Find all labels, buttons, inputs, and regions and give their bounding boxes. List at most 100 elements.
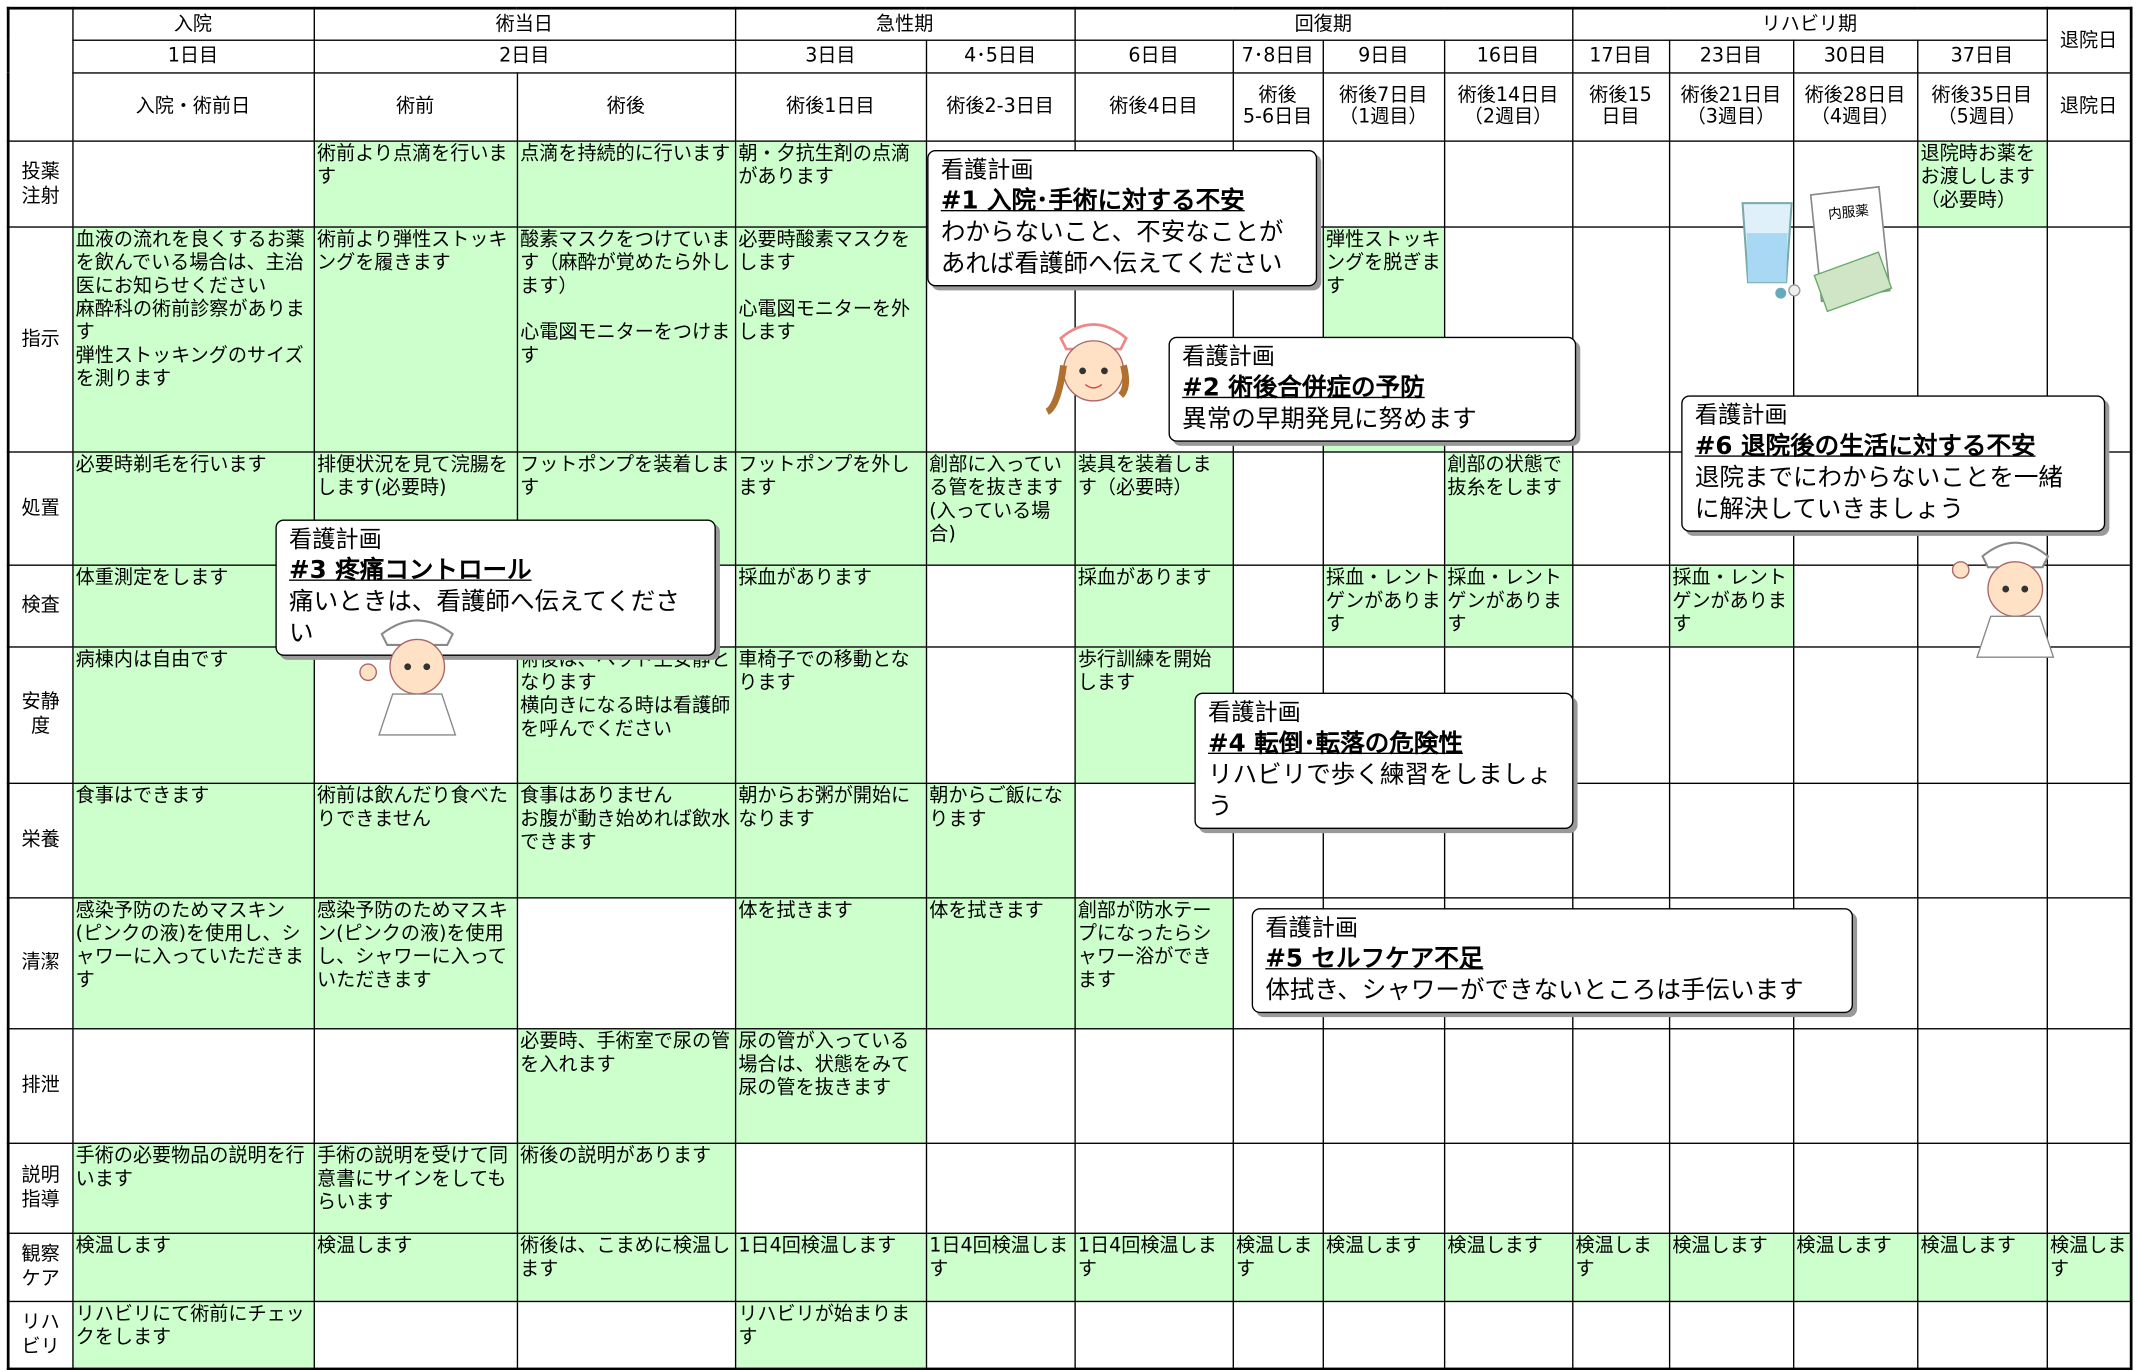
- callout-heading: #2 術後合併症の予防: [1182, 373, 1425, 403]
- cap: [380, 619, 454, 646]
- care-cell: [1571, 781, 1670, 898]
- phase-header: 入院: [71, 7, 315, 41]
- care-cell: [1668, 1027, 1794, 1144]
- care-cell: 車椅子での移動となります: [734, 645, 927, 784]
- face: [389, 638, 446, 695]
- callout-heading: #5 セルフケア不足: [1265, 944, 1484, 974]
- day-header: 30日目: [1792, 38, 1918, 73]
- row-label: 安静 度: [7, 645, 73, 784]
- care-cell: [1916, 645, 2048, 784]
- care-cell: [312, 1300, 518, 1370]
- column-header: 術後1日目: [734, 71, 927, 142]
- nursing-plan-callout: 看護計画 #5 セルフケア不足 体拭き、シャワーができないところは手伝います: [1251, 908, 1853, 1014]
- care-cell: [516, 1300, 736, 1370]
- care-cell: 酸素マスクをつけています（麻酔が覚めたら外します） 心電図モニターをつけます: [516, 225, 736, 453]
- care-cell: [312, 1027, 518, 1144]
- care-cell: 手術の必要物品の説明を行います: [71, 1141, 315, 1234]
- column-header: 術後7日目 （1週目）: [1321, 71, 1445, 142]
- care-cell: [1321, 139, 1445, 228]
- callout-title: 看護計画: [1265, 914, 1359, 943]
- care-cell: 検温します: [1571, 1231, 1670, 1302]
- care-cell: [1443, 1141, 1573, 1234]
- day-header: 3日目: [734, 38, 927, 73]
- care-cell: [925, 563, 1076, 647]
- callout-text: 退院までにわからないことを一緒 に解決していきましょう: [1694, 463, 2063, 524]
- callout-text: 異常の早期発見に努めます: [1182, 404, 1477, 434]
- callout-text: リハビリで歩く練習をしましょう: [1208, 760, 1552, 821]
- care-cell: 検温します: [1231, 1231, 1324, 1302]
- care-cell: [71, 139, 315, 228]
- care-cell: [1231, 563, 1324, 647]
- care-cell: 手術の説明を受けて同意書にサインをしてもらいます: [312, 1141, 518, 1234]
- row-label: 説明 指導: [7, 1141, 73, 1234]
- column-header: 術後15 日目: [1571, 71, 1670, 142]
- callout-text: 痛いときは、看護師へ伝えてください: [289, 587, 680, 648]
- care-cell: [1231, 1027, 1324, 1144]
- care-cell: [925, 1141, 1076, 1234]
- column-header: 術後21日目 （3週目）: [1668, 71, 1794, 142]
- care-cell: 朝・夕抗生剤の点滴があります: [734, 139, 927, 228]
- callout-title: 看護計画: [1208, 699, 1301, 727]
- care-cell: [2045, 1300, 2132, 1370]
- care-row: リハ ビリ リハビリにて術前にチェックをします リハビリが始まります: [7, 1300, 2132, 1370]
- care-cell: 採血・レントゲンがあります: [1668, 563, 1794, 647]
- day-header: 17日目: [1571, 38, 1670, 73]
- care-cell: 病棟内は自由です: [71, 645, 315, 784]
- care-cell: [2045, 139, 2132, 228]
- care-cell: [1916, 781, 2048, 898]
- care-cell: [71, 1027, 315, 1144]
- callout-heading: #6 退院後の生活に対する不安: [1694, 432, 2036, 461]
- eye: [1101, 367, 1108, 375]
- column-header: 術後: [516, 71, 736, 142]
- callout-text: 体拭き、シャワーができないところは手伝います: [1265, 976, 1804, 1005]
- care-cell: [1916, 1300, 2048, 1370]
- row-label: 検査: [7, 563, 73, 647]
- care-cell: [1231, 450, 1324, 566]
- callout-text: わからないこと、不安なことが あれば看護師へ伝えてください: [940, 218, 1284, 279]
- hair: [1045, 364, 1130, 415]
- care-cell: 体を拭きます: [925, 896, 1076, 1029]
- medicine-label: 内服薬: [1827, 203, 1870, 223]
- care-cell: 創部の状態で抜糸をします: [1443, 450, 1573, 566]
- row-label: 処置: [7, 450, 73, 566]
- care-cell: 朝からご飯になります: [925, 781, 1076, 898]
- nursing-plan-callout: 看護計画 #4 転倒･転落の危険性 リハビリで歩く練習をしましょう: [1194, 692, 1574, 830]
- callout-heading: #1 入院･手術に対する不安: [940, 186, 1245, 216]
- care-cell: [1571, 563, 1670, 647]
- care-cell: 必要時、手術室で尿の管を入れます: [516, 1027, 736, 1144]
- care-cell: 体重測定をします: [71, 563, 315, 647]
- care-cell: [1571, 1141, 1670, 1234]
- day-header: 9日目: [1321, 38, 1445, 73]
- care-cell: 採血・レントゲンがあります: [1443, 563, 1573, 647]
- care-cell: [1443, 1027, 1573, 1144]
- care-cell: 体を拭きます: [734, 896, 927, 1029]
- care-cell: [1571, 225, 1670, 453]
- care-cell: 採血・レントゲンがあります: [1321, 563, 1445, 647]
- care-cell: 朝からお粥が開始になります: [734, 781, 927, 898]
- uniform: [378, 693, 457, 736]
- cap: [1059, 323, 1128, 351]
- nurse-illustration: [1045, 323, 1130, 415]
- care-cell: 術前より点滴を行います: [312, 139, 518, 228]
- mouth: [1084, 383, 1103, 389]
- care-cell: リハビリにて術前にチェックをします: [71, 1300, 315, 1370]
- phase-row: 入院 術当日 急性期 回復期 リハビリ期 退院日: [7, 7, 2132, 142]
- row-label: 指示: [7, 225, 73, 453]
- nursing-plan-callout: 看護計画 #6 退院後の生活に対する不安 退院までにわからないことを一緒 に解決して…: [1681, 395, 2106, 532]
- care-cell: 創部が防水テープになったらシャワー浴ができます: [1073, 896, 1234, 1029]
- row-label: 排泄: [7, 1027, 73, 1144]
- column-header: 術後2-3日目: [925, 71, 1076, 142]
- care-cell: 点滴を持続的に行います: [516, 139, 736, 228]
- care-cell: [1571, 450, 1670, 566]
- pill: [1788, 284, 1801, 297]
- blister-pack: [1813, 251, 1893, 313]
- care-cell: 採血があります: [734, 563, 927, 647]
- day-header: 1日目: [71, 38, 315, 73]
- care-cell: [1571, 645, 1670, 784]
- care-cell: [1073, 1300, 1234, 1370]
- care-row: 説明 指導 手術の必要物品の説明を行います 手術の説明を受けて同意書にサインをしても…: [7, 1141, 2132, 1234]
- uniform: [1976, 615, 2055, 658]
- care-cell: [1321, 1027, 1445, 1144]
- care-cell: [516, 896, 736, 1029]
- cap: [1981, 541, 2050, 569]
